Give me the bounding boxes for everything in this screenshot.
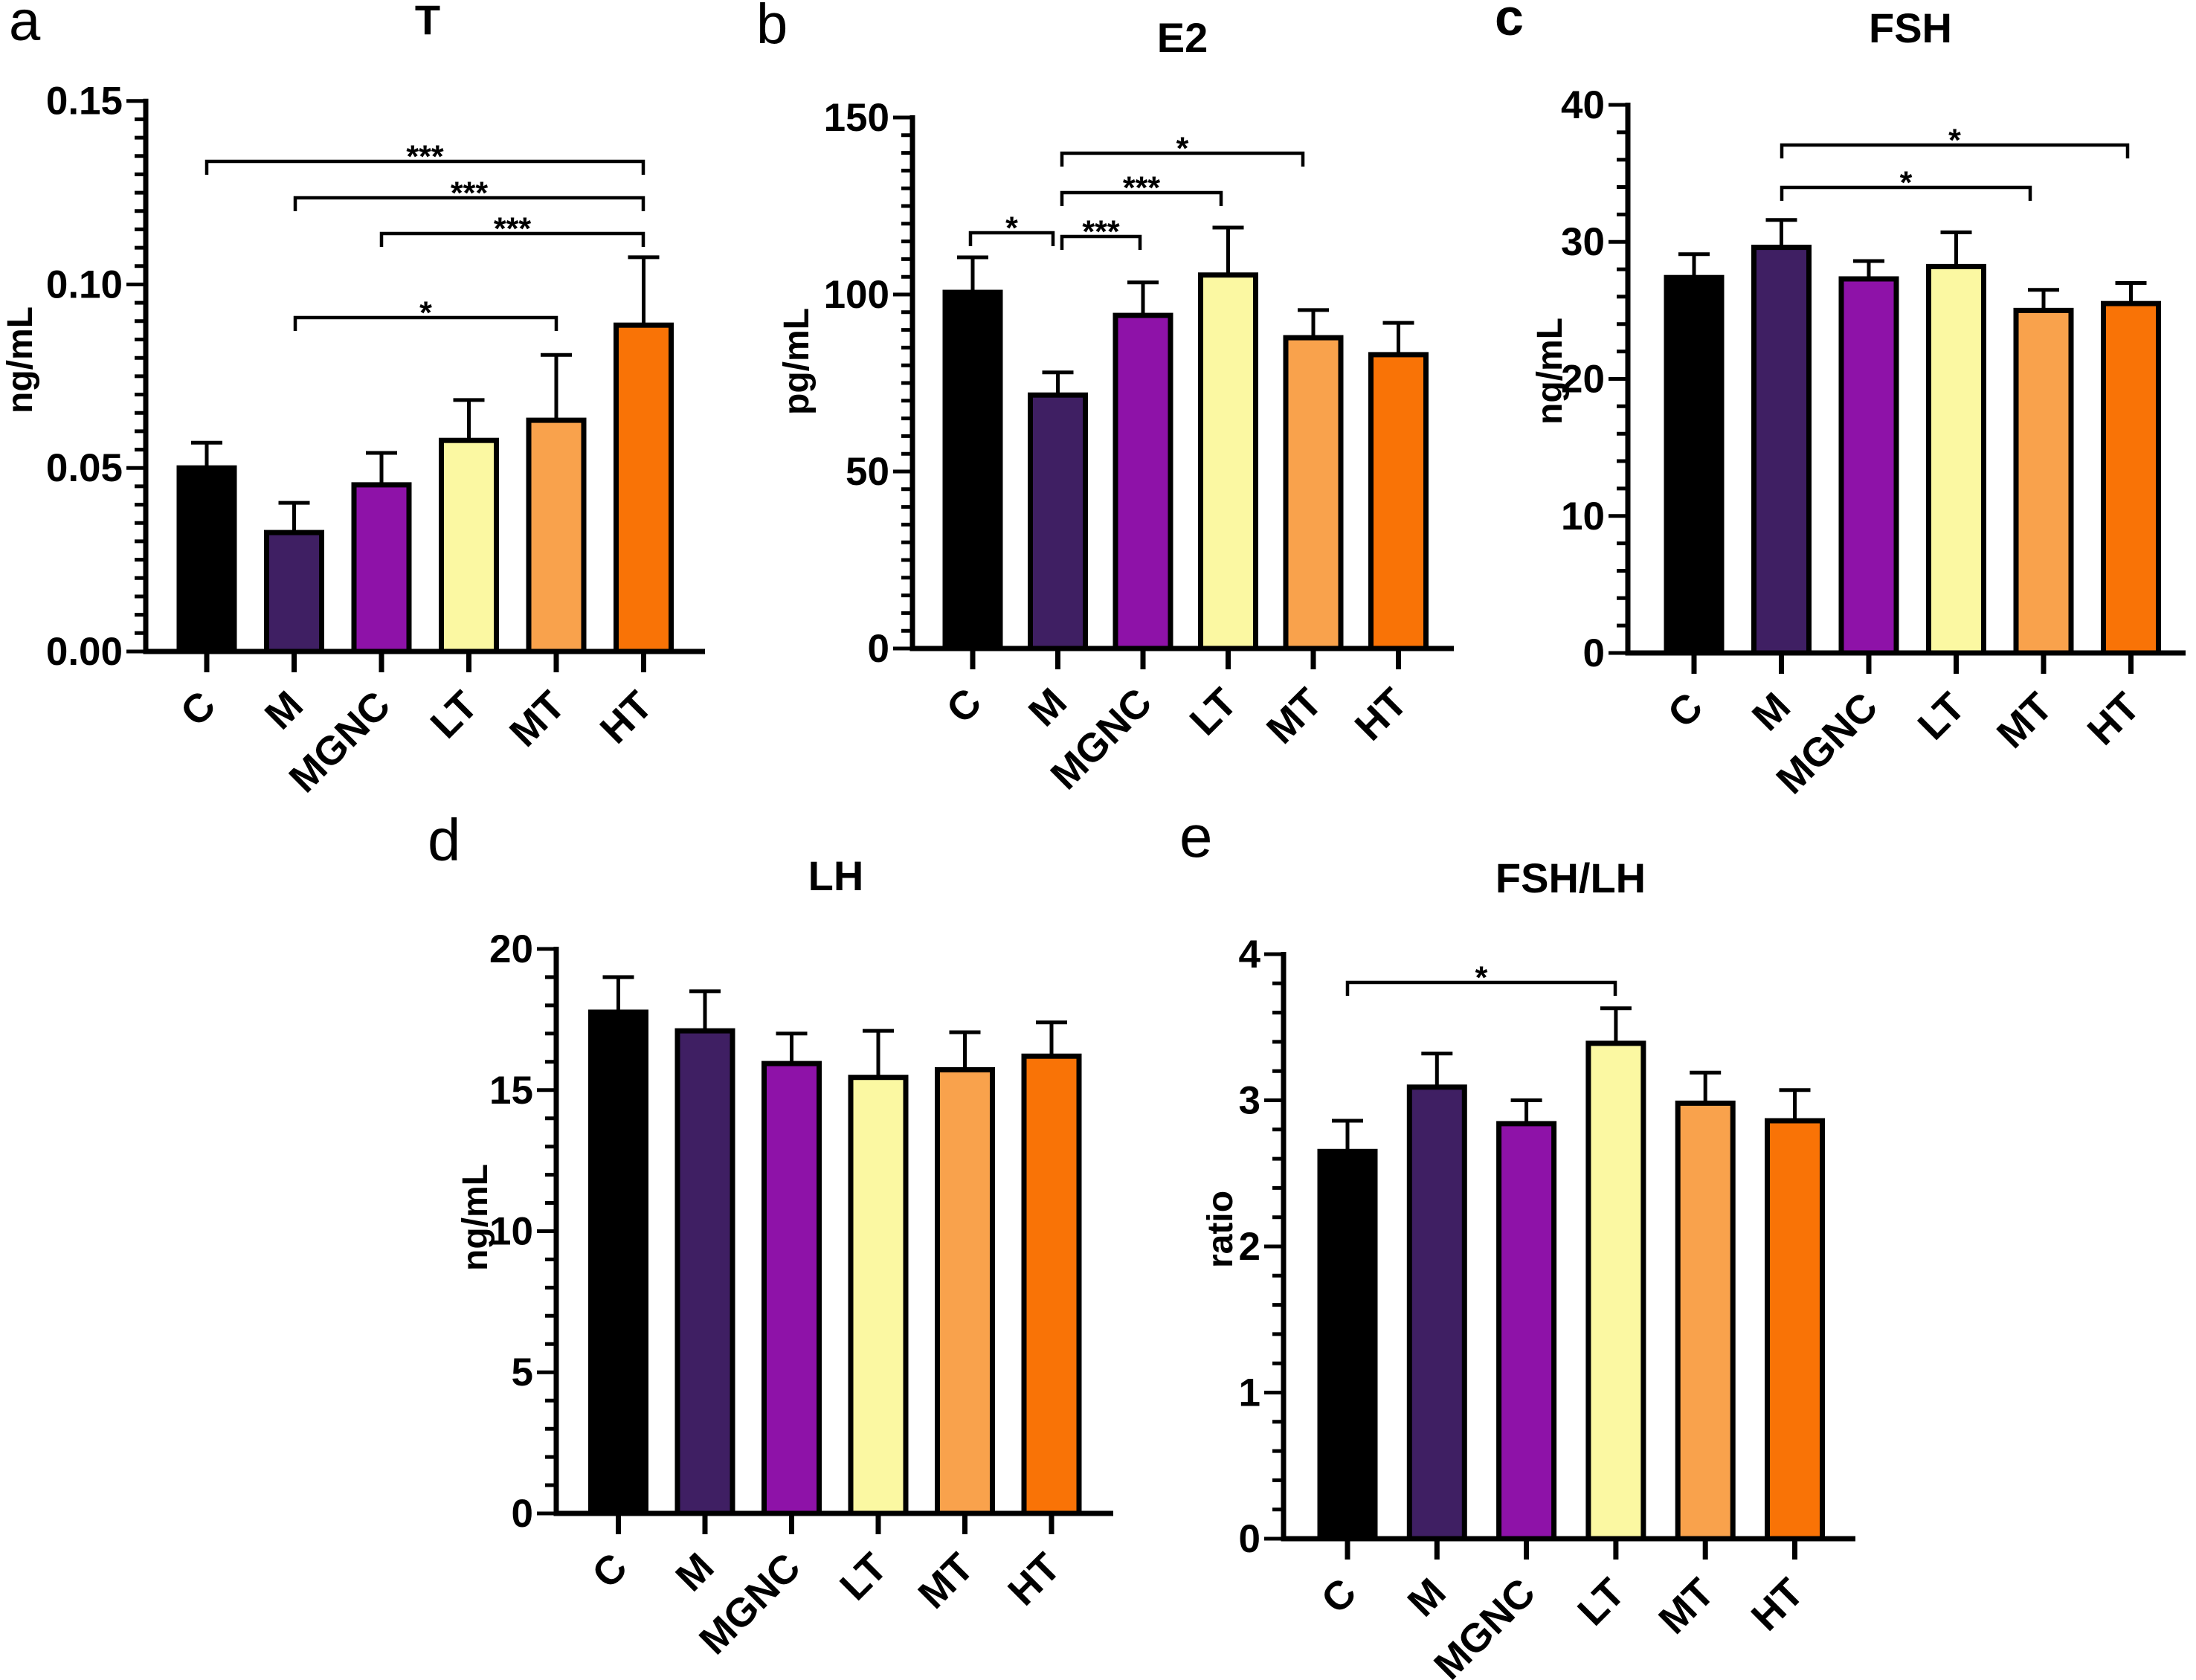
svg-text:FSH: FSH [1869,4,1952,51]
svg-text:b: b [756,0,788,56]
svg-text:100: 100 [824,273,889,317]
svg-text:LH: LH [808,852,864,899]
svg-text:0.15: 0.15 [46,80,123,123]
svg-text:150: 150 [824,96,889,140]
svg-text:0: 0 [1583,631,1605,675]
svg-text:ng/mL: ng/mL [1,306,40,413]
svg-text:*: * [1948,123,1961,158]
svg-text:0: 0 [1239,1517,1260,1561]
svg-text:e: e [1179,803,1213,869]
svg-text:*: * [1900,165,1913,201]
svg-text:E2: E2 [1157,14,1208,61]
svg-text:0.05: 0.05 [46,446,123,490]
svg-text:0: 0 [512,1492,533,1536]
svg-text:***: *** [451,176,488,211]
svg-text:30: 30 [1561,220,1605,264]
svg-text:a: a [9,0,41,53]
svg-text:20: 20 [1561,358,1605,402]
svg-text:c: c [1495,0,1524,46]
svg-text:d: d [428,807,461,873]
svg-text:ng/mL: ng/mL [456,1164,495,1271]
svg-text:3: 3 [1239,1079,1260,1123]
svg-text:FSH/LH: FSH/LH [1495,855,1646,901]
svg-text:0.10: 0.10 [46,263,123,307]
svg-text:50: 50 [846,450,889,494]
svg-text:5: 5 [512,1351,533,1394]
svg-text:15: 15 [489,1069,533,1113]
svg-text:2: 2 [1239,1225,1260,1269]
svg-text:4: 4 [1239,933,1261,976]
svg-text:ratio: ratio [1201,1191,1240,1268]
svg-text:***: *** [494,211,531,247]
svg-text:*: * [1005,210,1018,246]
svg-text:10: 10 [1561,495,1605,538]
svg-text:***: *** [1123,170,1160,206]
svg-text:***: *** [406,139,443,175]
svg-text:20: 20 [489,927,533,971]
svg-text:1: 1 [1239,1371,1260,1415]
svg-text:***: *** [1082,214,1119,250]
svg-text:*: * [1176,131,1189,167]
svg-text:0.00: 0.00 [46,630,123,674]
svg-text:0: 0 [868,627,889,671]
svg-text:*: * [419,295,432,331]
svg-text:10: 10 [489,1210,533,1254]
svg-text:40: 40 [1561,83,1605,127]
svg-text:*: * [1475,960,1488,996]
svg-text:ng/mL: ng/mL [1530,318,1570,425]
svg-text:pg/mL: pg/mL [777,308,817,415]
svg-text:T: T [415,0,440,43]
